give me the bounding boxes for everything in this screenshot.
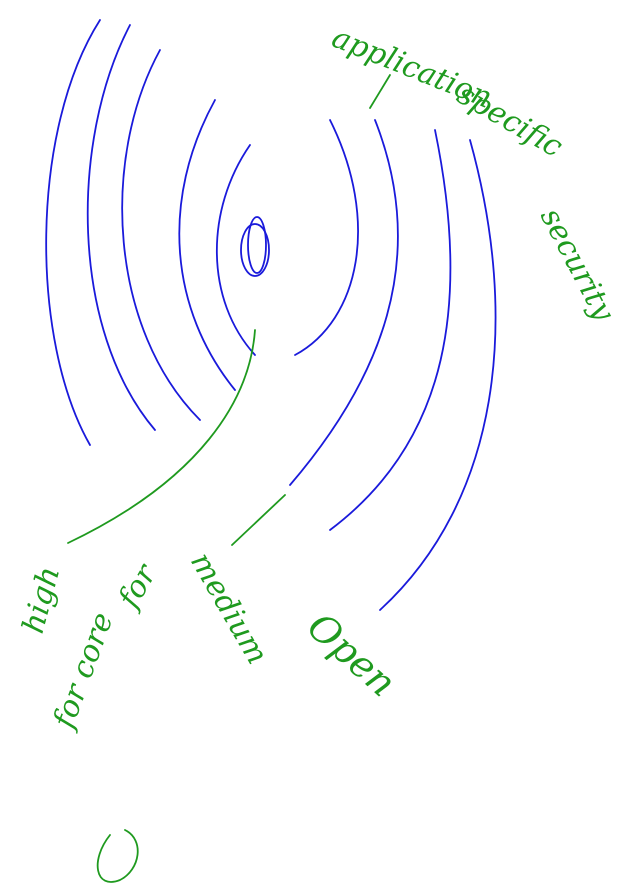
left-arc: [215, 144, 256, 356]
pointers: [67, 74, 391, 883]
pointer-line: [231, 494, 286, 546]
core: [247, 216, 267, 274]
left-arc: [86, 24, 156, 431]
bottom-loop: [96, 829, 139, 883]
right-arc: [289, 119, 399, 486]
right-arc: [294, 119, 359, 356]
label: Open: [299, 604, 405, 705]
right-arc: [379, 139, 497, 611]
left-arc: [178, 99, 236, 391]
label: specific: [451, 77, 569, 165]
left-arc: [45, 19, 101, 446]
labels: application specific security high mediu…: [16, 20, 622, 735]
pointer-line: [67, 329, 256, 544]
left-arc: [121, 49, 201, 421]
rings: [45, 19, 497, 611]
core: [240, 223, 270, 277]
right-arc: [329, 129, 452, 531]
label: security: [533, 202, 622, 327]
label: for core: [46, 608, 121, 735]
pointer-line: [369, 74, 391, 109]
label: high: [16, 563, 67, 637]
label: medium: [183, 547, 275, 671]
label: for: [111, 557, 165, 615]
